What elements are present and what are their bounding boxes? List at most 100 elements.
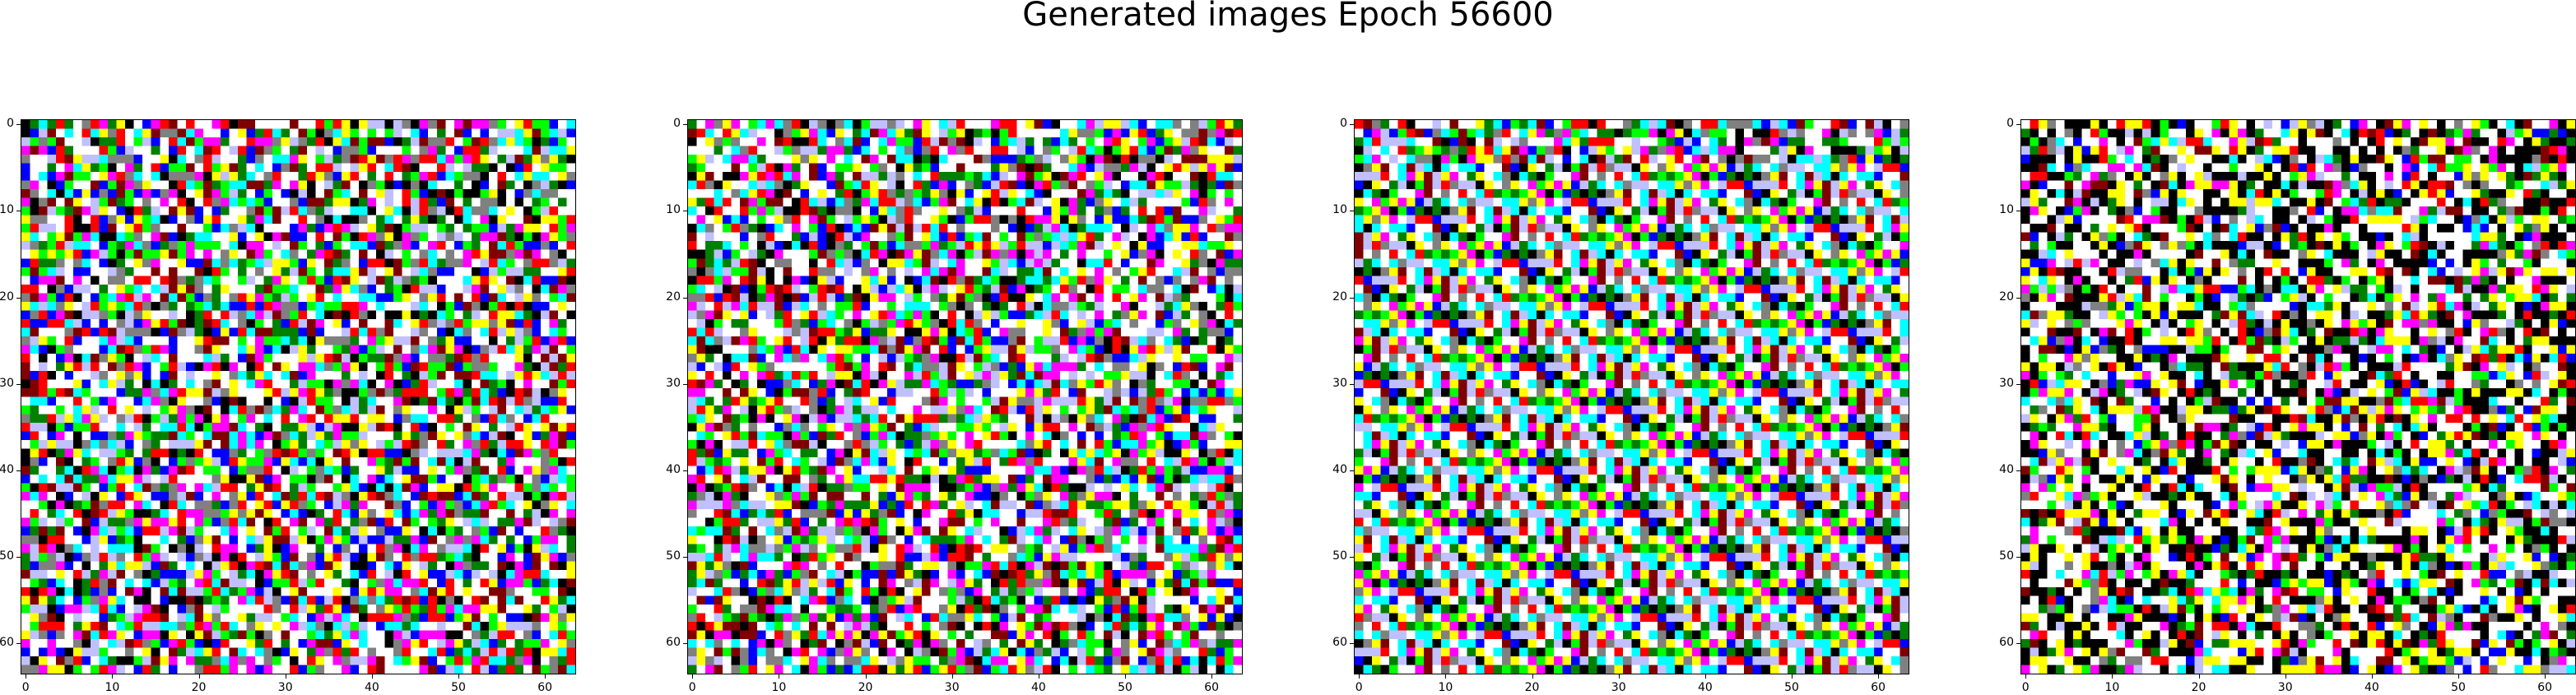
figure-title: Generated images Epoch 56600: [1022, 0, 1554, 34]
y-tick-mark: [16, 124, 21, 126]
x-tick-label: 30: [277, 681, 293, 694]
y-tick-label: 10: [1332, 203, 1347, 217]
x-tick-mark: [545, 674, 546, 679]
y-tick-label: 60: [1999, 636, 2014, 650]
y-tick-label: 20: [1332, 290, 1347, 303]
x-tick-label: 0: [21, 681, 30, 694]
x-tick-label: 60: [1204, 681, 1220, 694]
x-tick-label: 10: [105, 681, 120, 694]
y-tick-label: 40: [666, 462, 681, 476]
x-tick-mark: [371, 674, 373, 679]
y-tick-label: 50: [666, 549, 681, 563]
x-tick-mark: [2545, 674, 2546, 679]
x-tick-label: 40: [1697, 681, 1713, 694]
y-tick-mark: [16, 470, 21, 471]
image-1-pixels: [21, 120, 575, 674]
y-tick-mark: [2016, 297, 2020, 299]
x-tick-mark: [692, 674, 694, 679]
y-tick-label: 50: [1332, 549, 1347, 563]
y-tick-mark: [683, 470, 687, 471]
x-tick-label: 50: [1118, 681, 1132, 694]
x-tick-mark: [1359, 674, 1360, 679]
x-tick-mark: [865, 674, 867, 679]
x-tick-label: 30: [1611, 681, 1626, 694]
x-tick-mark: [2025, 674, 2027, 679]
x-tick-mark: [2371, 674, 2373, 679]
x-tick-label: 60: [2537, 681, 2553, 694]
y-tick-label: 10: [0, 203, 14, 217]
y-tick-label: 30: [1332, 376, 1347, 390]
y-tick-mark: [683, 557, 687, 558]
y-tick-label: 30: [666, 376, 681, 390]
y-tick-mark: [2016, 470, 2020, 471]
x-tick-label: 20: [2191, 681, 2206, 694]
generated-image-1: [21, 119, 576, 674]
y-tick-label: 20: [666, 290, 681, 303]
x-tick-mark: [1445, 674, 1447, 679]
y-tick-mark: [2016, 124, 2020, 126]
x-tick-label: 10: [2104, 681, 2120, 694]
x-tick-mark: [2285, 674, 2286, 679]
y-tick-mark: [683, 124, 687, 126]
x-tick-mark: [198, 674, 200, 679]
y-tick-mark: [16, 383, 21, 385]
x-tick-mark: [2112, 674, 2113, 679]
y-tick-label: 20: [1999, 290, 2014, 303]
y-tick-label: 50: [0, 549, 14, 563]
x-tick-mark: [458, 674, 460, 679]
x-tick-label: 20: [1524, 681, 1540, 694]
x-tick-label: 40: [364, 681, 379, 694]
y-tick-label: 0: [1340, 117, 1347, 131]
x-tick-mark: [1618, 674, 1620, 679]
y-tick-label: 0: [673, 117, 681, 131]
y-tick-label: 60: [666, 636, 681, 650]
x-tick-label: 60: [1871, 681, 1886, 694]
generated-image-2: [687, 119, 1243, 674]
x-tick-label: 50: [1784, 681, 1799, 694]
x-tick-mark: [1125, 674, 1127, 679]
y-tick-mark: [16, 297, 21, 299]
y-tick-label: 30: [1999, 376, 2014, 390]
x-tick-label: 50: [451, 681, 466, 694]
x-tick-mark: [951, 674, 953, 679]
y-tick-label: 0: [2006, 117, 2014, 131]
x-tick-label: 10: [1438, 681, 1453, 694]
generated-image-3: [1354, 119, 1909, 674]
x-tick-label: 20: [858, 681, 873, 694]
y-tick-mark: [1350, 297, 1354, 299]
y-tick-mark: [2016, 383, 2020, 385]
y-tick-mark: [16, 557, 21, 558]
x-tick-label: 30: [944, 681, 960, 694]
image-2-pixels: [688, 120, 1242, 674]
y-tick-mark: [1350, 557, 1354, 558]
y-tick-mark: [683, 643, 687, 645]
x-tick-mark: [1878, 674, 1880, 679]
x-tick-mark: [112, 674, 114, 679]
y-tick-label: 10: [666, 203, 681, 217]
y-tick-label: 20: [0, 290, 14, 303]
x-tick-mark: [1211, 674, 1213, 679]
y-tick-mark: [1350, 124, 1354, 126]
x-tick-label: 40: [1030, 681, 1046, 694]
y-tick-mark: [16, 643, 21, 645]
y-tick-label: 0: [7, 117, 14, 131]
y-tick-label: 30: [0, 376, 14, 390]
x-tick-label: 0: [1355, 681, 1363, 694]
y-tick-label: 60: [0, 636, 14, 650]
y-tick-mark: [683, 297, 687, 299]
image-4-pixels: [2021, 120, 2575, 674]
y-tick-label: 40: [1999, 462, 2014, 476]
y-tick-mark: [1350, 470, 1354, 471]
x-tick-mark: [1792, 674, 1793, 679]
x-tick-label: 30: [2277, 681, 2293, 694]
x-tick-label: 20: [191, 681, 207, 694]
y-tick-label: 60: [1332, 636, 1347, 650]
x-tick-mark: [2198, 674, 2200, 679]
x-tick-label: 0: [688, 681, 696, 694]
x-tick-label: 10: [771, 681, 787, 694]
x-tick-label: 50: [2451, 681, 2466, 694]
y-tick-label: 50: [1999, 549, 2014, 563]
x-tick-label: 40: [2364, 681, 2379, 694]
x-tick-mark: [2458, 674, 2460, 679]
y-tick-mark: [2016, 643, 2020, 645]
